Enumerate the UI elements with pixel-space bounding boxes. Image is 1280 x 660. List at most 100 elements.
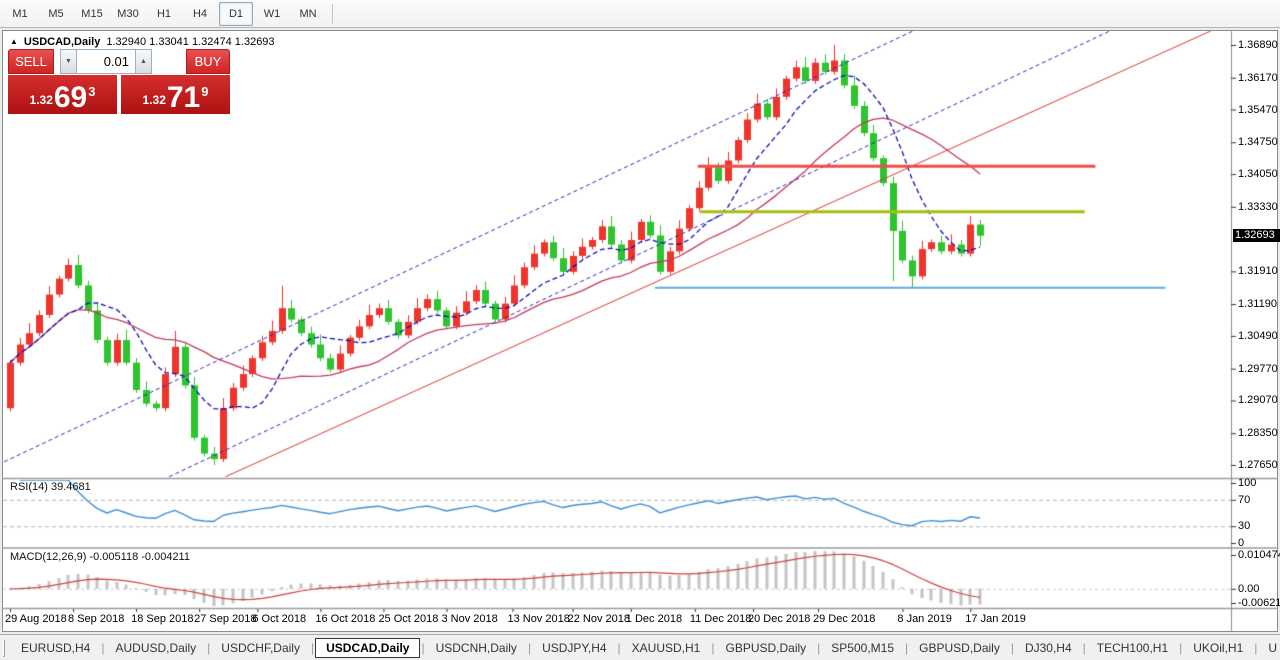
- date-axis-label: 29 Aug 2018: [5, 613, 67, 625]
- tab-separator: |: [310, 640, 315, 655]
- tab-separator: |: [711, 640, 715, 655]
- sell-button[interactable]: SELL: [8, 49, 54, 74]
- tab-separator: |: [1179, 640, 1183, 655]
- symbol-ohlc-values: 1.32940 1.33041 1.32474 1.32693: [106, 36, 275, 48]
- tabs-container: EURUSD,H4 | AUDUSD,Daily | USDCHF,Daily | USDC…: [11, 637, 1280, 658]
- price-axis-label: 1.31190: [1238, 298, 1277, 311]
- buy-button[interactable]: BUY: [186, 49, 230, 74]
- chart-tab-eurusd-h4[interactable]: EURUSD,H4: [21, 640, 91, 655]
- buy-price-big: 71: [166, 81, 201, 114]
- timeframe-button-m30[interactable]: M30: [117, 7, 139, 20]
- tab-separator: |: [617, 640, 621, 655]
- price-axis-label: 1.34750: [1238, 136, 1278, 149]
- rsi-axis-label: 100: [1238, 477, 1257, 489]
- volume-decrease-button[interactable]: ▼: [60, 49, 77, 74]
- timeframe-button-m15[interactable]: M15: [81, 7, 103, 20]
- timeframe-toolbar: M1 M5 M15 M30 H1 H4 D1 W1 MN: [0, 0, 1280, 28]
- date-axis-label: 17 Jan 2019: [965, 613, 1026, 625]
- price-axis-label: 1.29070: [1238, 394, 1278, 407]
- buy-price-pip: 9: [201, 84, 209, 99]
- price-axis-label: 1.36890: [1238, 39, 1278, 51]
- timeframe-button-w1[interactable]: W1: [263, 7, 281, 20]
- one-click-trading-panel: SELL ▼ ▲ BUY 1.32 69 3 1.32 71 9: [8, 49, 230, 114]
- chart-tab-usdcnh-daily[interactable]: USDCNH,Daily: [435, 640, 517, 655]
- date-axis-label: 16 Oct 2018: [315, 613, 376, 625]
- timeframe-button-d1[interactable]: D1: [219, 1, 253, 26]
- sell-price-big: 69: [53, 81, 88, 114]
- toolbar-divider: [332, 3, 333, 24]
- sell-price-pip: 3: [88, 84, 96, 99]
- current-price-tag: 1.32693: [1233, 228, 1280, 242]
- timeframe-button-m1[interactable]: M1: [12, 7, 28, 20]
- rsi-panel-header: RSI(14) 39.4681: [10, 481, 91, 493]
- chart-tab-gbpusd-daily[interactable]: GBPUSD,Daily: [919, 640, 1000, 655]
- timeframe-button-mn[interactable]: MN: [299, 7, 317, 20]
- chart-tab-usdcad-daily[interactable]: USDCAD,Daily: [315, 637, 421, 658]
- date-axis-label: 6 Oct 2018: [252, 613, 307, 625]
- buy-price-prefix: 1.32: [142, 93, 166, 107]
- chart-tab-ukoil-h1[interactable]: UKOil,H1: [1193, 640, 1244, 655]
- price-axis-label: 1.29770: [1238, 362, 1278, 375]
- chart-tab-tech100-h1[interactable]: TECH100,H1: [1096, 640, 1169, 655]
- buy-price-box[interactable]: 1.32 71 9: [121, 75, 230, 114]
- date-axis-label: 18 Sep 2018: [131, 613, 194, 625]
- tab-separator: |: [101, 640, 105, 655]
- tab-separator: |: [421, 640, 425, 655]
- date-axis-label: 3 Nov 2018: [441, 613, 498, 625]
- price-axis-label: 1.35470: [1238, 103, 1278, 116]
- rsi-axis-label: 0: [1238, 537, 1245, 549]
- chart-symbol-header: ▲ USDCAD,Daily 1.32940 1.33041 1.32474 1…: [10, 36, 275, 48]
- rsi-axis-label: 70: [1238, 493, 1251, 506]
- price-axis-label: 1.31910: [1238, 265, 1278, 278]
- tab-separator: |: [1010, 640, 1014, 655]
- tab-separator: |: [905, 640, 909, 655]
- price-axis-label: 1.30490: [1238, 329, 1278, 342]
- spin-down-icon: ▼: [65, 58, 72, 65]
- timeframe-button-h4[interactable]: H4: [192, 7, 208, 20]
- tabbar-grip[interactable]: [3, 638, 5, 657]
- macd-panel-header: MACD(12,26,9) -0.005118 -0.004211: [10, 551, 190, 563]
- timeframe-button-m5[interactable]: M5: [48, 7, 64, 20]
- macd-axis-max-label: 0.010474: [1238, 549, 1280, 561]
- collapse-triangle-icon[interactable]: ▲: [10, 37, 18, 46]
- date-axis-label: 25 Oct 2018: [378, 613, 439, 625]
- rsi-axis-label: 30: [1238, 520, 1251, 533]
- date-axis-label: 8 Sep 2018: [68, 613, 125, 625]
- tab-separator: |: [1082, 640, 1086, 655]
- chart-tab-usdjpy-h4[interactable]: USDJPY,H4: [542, 640, 607, 655]
- date-axis-label: 13 Nov 2018: [507, 613, 570, 625]
- chart-tab-xauusd-h1[interactable]: XAUUSD,H1: [631, 640, 701, 655]
- price-axis-label: 1.28350: [1238, 427, 1278, 440]
- tab-separator: |: [527, 640, 532, 655]
- sell-price-prefix: 1.32: [29, 93, 53, 107]
- timeframe-button-h1[interactable]: H1: [156, 7, 172, 20]
- price-axis-label: 1.34050: [1238, 168, 1278, 181]
- timeframe-buttons: M1 M5 M15 M30 H1 H4 D1 W1 MN: [2, 1, 326, 26]
- price-axis-label: 1.36170: [1238, 71, 1278, 84]
- macd-axis-zero-label: 0.00: [1238, 582, 1260, 595]
- chart-tab-sp500-m15[interactable]: SP500,M15: [831, 640, 895, 655]
- chart-tab-audusd-daily[interactable]: AUDUSD,Daily: [115, 640, 197, 655]
- sell-price-box[interactable]: 1.32 69 3: [8, 75, 117, 114]
- date-axis-label: 1 Dec 2018: [625, 613, 683, 625]
- date-axis-label: 29 Dec 2018: [813, 613, 876, 625]
- chart-tab-gbpusd-daily[interactable]: GBPUSD,Daily: [725, 640, 807, 655]
- chart-tab-usdchf-daily[interactable]: USDCHF,Daily: [221, 640, 300, 655]
- chart-tab-bar: EURUSD,H4 | AUDUSD,Daily | USDCHF,Daily | USDC…: [0, 634, 1280, 660]
- price-axis-label: 1.27650: [1238, 459, 1278, 471]
- date-axis-label: 11 Dec 2018: [689, 613, 752, 625]
- chart-tab-dj30-h4[interactable]: DJ30,H4: [1024, 640, 1072, 655]
- symbol-title: USDCAD,Daily: [23, 36, 101, 48]
- date-axis-label: 22 Nov 2018: [567, 613, 630, 625]
- volume-increase-button[interactable]: ▲: [135, 49, 152, 74]
- volume-input[interactable]: [77, 49, 135, 74]
- price-axis-label: 1.33330: [1238, 200, 1278, 213]
- tab-separator: |: [817, 640, 821, 655]
- chart-tab-u[interactable]: U: [1268, 640, 1278, 655]
- spin-up-icon: ▲: [140, 58, 147, 65]
- date-axis-label: 8 Jan 2019: [897, 613, 952, 625]
- macd-axis-min-label: -0.006218: [1238, 597, 1280, 609]
- date-axis-label: 20 Dec 2018: [748, 613, 811, 625]
- tab-separator: |: [207, 640, 211, 655]
- tab-separator: |: [1254, 640, 1258, 655]
